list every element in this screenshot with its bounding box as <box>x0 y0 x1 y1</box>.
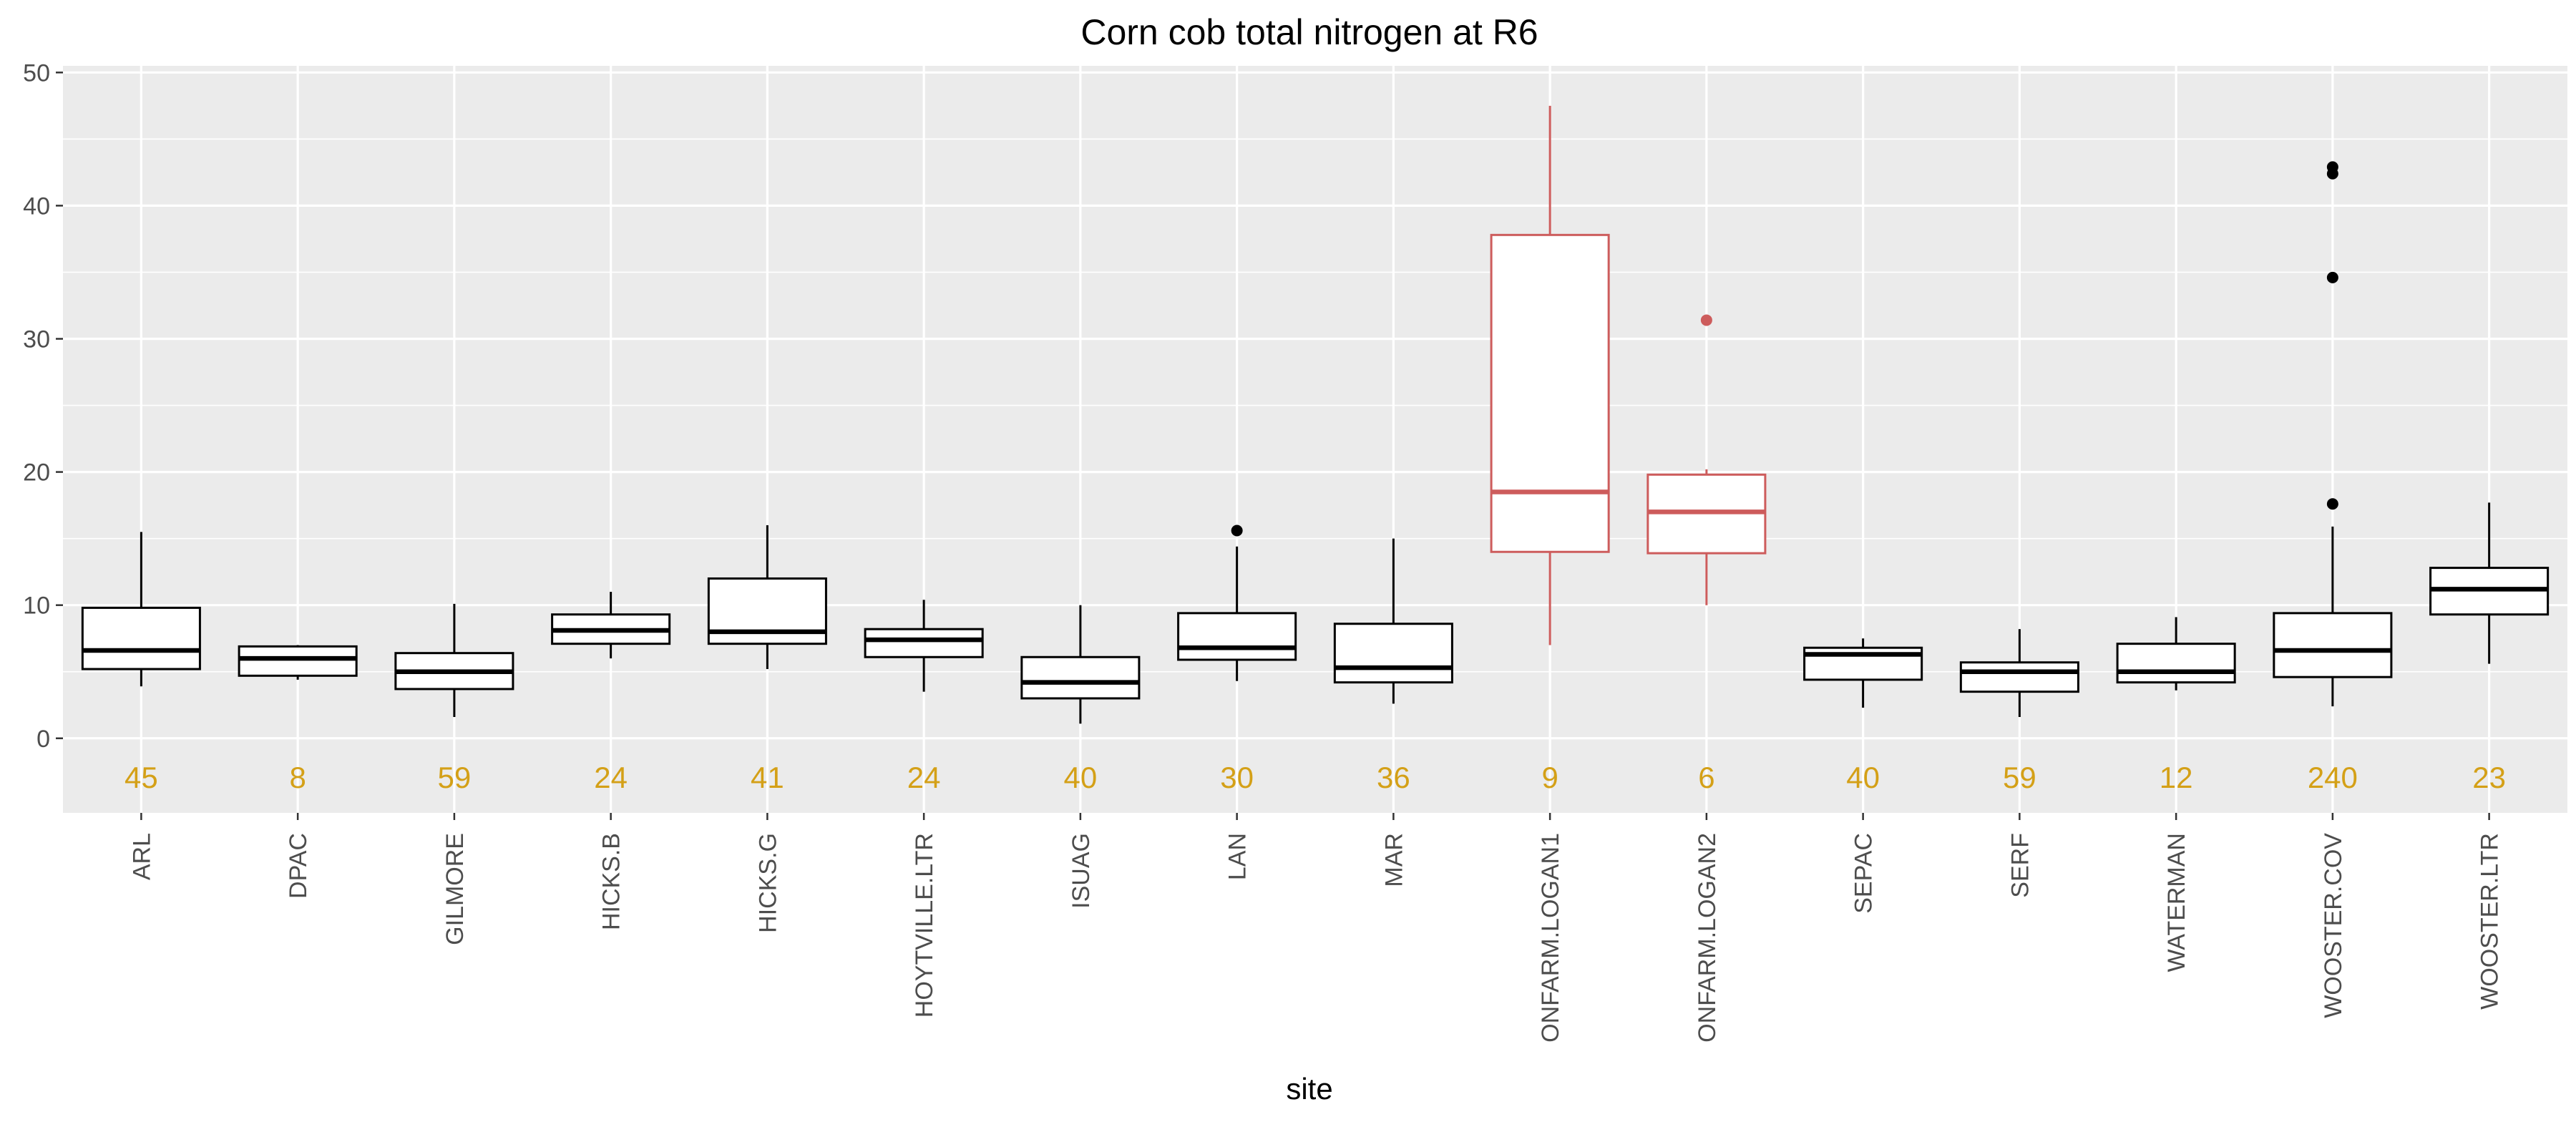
x-tick-label: ONFARM.LOGAN2 <box>1694 833 1721 1043</box>
box-isuag <box>1020 605 1141 724</box>
x-tick-label: DPAC <box>285 833 312 899</box>
count-label: 40 <box>1064 761 1098 794</box>
x-tick-label: HICKS.B <box>598 833 625 930</box>
count-label: 240 <box>2308 761 2358 794</box>
count-label: 9 <box>1541 761 1558 794</box>
x-tick-label: HICKS.G <box>754 833 781 933</box>
x-tick-label: MAR <box>1380 833 1407 887</box>
outlier-point <box>2326 498 2338 510</box>
count-label: 24 <box>594 761 628 794</box>
y-tick-label: 40 <box>23 192 50 220</box>
iqr-box <box>1020 655 1141 700</box>
count-label: 30 <box>1220 761 1254 794</box>
box-hoytville-ltr <box>864 600 984 692</box>
iqr-box <box>238 645 358 677</box>
x-tick-label: HOYTVILLE.LTR <box>911 833 938 1018</box>
x-tick-label: LAN <box>1224 833 1252 880</box>
box-wooster-ltr <box>2429 502 2550 664</box>
y-axis: 0 10 20 30 40 50 <box>23 59 63 753</box>
iqr-box <box>2116 643 2236 684</box>
count-label: 24 <box>907 761 941 794</box>
box-waterman <box>2116 617 2236 691</box>
box-serf <box>1959 629 2079 718</box>
box-onfarm-logan1 <box>1490 105 1610 645</box>
iqr-box <box>1490 233 1610 553</box>
iqr-box <box>81 606 201 670</box>
box-sepac <box>1803 638 1923 708</box>
x-axis-title: site <box>1286 1072 1332 1106</box>
count-label: 12 <box>2160 761 2193 794</box>
outlier-point <box>1700 314 1712 326</box>
x-tick-label: SERF <box>2006 833 2034 898</box>
box-wooster-cov <box>2273 161 2393 707</box>
box-dpac <box>238 645 358 680</box>
count-label: 23 <box>2472 761 2506 794</box>
iqr-box <box>2273 612 2393 678</box>
count-label: 40 <box>1846 761 1880 794</box>
iqr-box <box>1959 661 2079 693</box>
iqr-box <box>1333 623 1453 684</box>
x-tick-label: ONFARM.LOGAN1 <box>1537 833 1564 1043</box>
count-label: 59 <box>2003 761 2036 794</box>
count-label: 36 <box>1377 761 1410 794</box>
x-tick-label: ARL <box>128 833 155 880</box>
iqr-box <box>1177 612 1297 661</box>
x-tick-label: ISUAG <box>1068 833 1095 909</box>
box-hicks-b <box>551 592 671 659</box>
x-axis: ARL DPAC GILMORE HICKS.B HICKS.G HOYTVILLE.LT… <box>128 813 2504 1043</box>
x-tick-label: WOOSTER.LTR <box>2477 833 2504 1010</box>
x-tick-label: SEPAC <box>1850 833 1878 914</box>
outlier-point <box>2326 161 2338 173</box>
count-label: 59 <box>438 761 472 794</box>
y-tick-label: 30 <box>23 326 50 353</box>
x-tick-label: WOOSTER.COV <box>2320 833 2347 1018</box>
box-series <box>81 105 2550 724</box>
box-lan <box>1177 525 1297 681</box>
box-arl <box>81 532 201 687</box>
iqr-box <box>864 628 984 658</box>
outlier-point <box>1231 525 1243 537</box>
y-tick-label: 50 <box>23 59 50 87</box>
plot-panel <box>63 66 2567 813</box>
count-label: 8 <box>289 761 306 794</box>
box-hicks-g <box>707 525 827 670</box>
box-onfarm-logan2 <box>1646 314 1767 605</box>
chart-title: Corn cob total nitrogen at R6 <box>1080 12 1538 52</box>
y-tick-label: 20 <box>23 459 50 487</box>
count-label: 6 <box>1698 761 1714 794</box>
y-tick-label: 10 <box>23 592 50 620</box>
box-mar <box>1333 538 1453 704</box>
outlier-point <box>2326 271 2338 283</box>
y-tick-label: 0 <box>36 726 50 753</box>
sample-count-labels: 45 8 59 24 41 24 40 30 36 9 6 40 59 12 240 23 <box>125 761 2506 794</box>
count-label: 41 <box>751 761 784 794</box>
count-label: 45 <box>125 761 158 794</box>
box-gilmore <box>394 603 514 718</box>
x-tick-label: WATERMAN <box>2163 833 2190 972</box>
x-tick-label: GILMORE <box>441 833 469 945</box>
